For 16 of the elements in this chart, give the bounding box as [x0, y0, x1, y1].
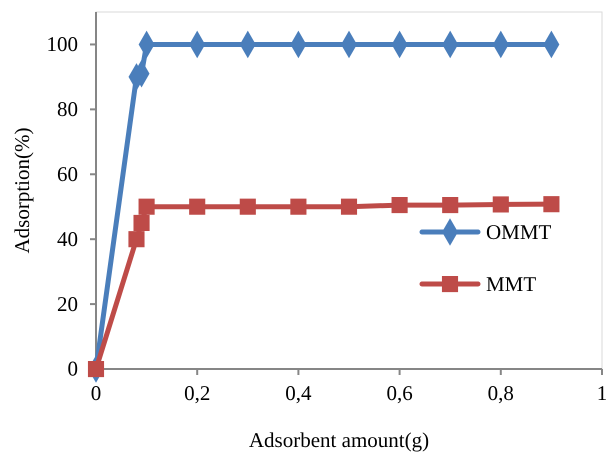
- x-tick-label: 0,6: [386, 380, 413, 405]
- x-tick-label: 1: [596, 380, 606, 405]
- x-axis-title: Adsorbent amount(g): [248, 428, 430, 452]
- legend-label: OMMT: [486, 220, 552, 244]
- y-tick-label: 0: [68, 356, 78, 381]
- y-tick-label: 40: [57, 226, 78, 251]
- x-tick-label: 0,2: [184, 380, 210, 405]
- y-tick-label: 20: [57, 292, 78, 316]
- y-tick-label: 80: [57, 97, 78, 122]
- y-tick-label: 60: [57, 162, 78, 186]
- x-tick-label: 0,8: [488, 380, 514, 405]
- x-tick-label: 0: [90, 380, 102, 405]
- x-tick-label: 0,4: [285, 380, 312, 405]
- y-axis-title: Adsorption(%): [10, 128, 34, 254]
- y-tick-label: 100: [46, 32, 78, 56]
- legend-label: MMT: [486, 272, 536, 296]
